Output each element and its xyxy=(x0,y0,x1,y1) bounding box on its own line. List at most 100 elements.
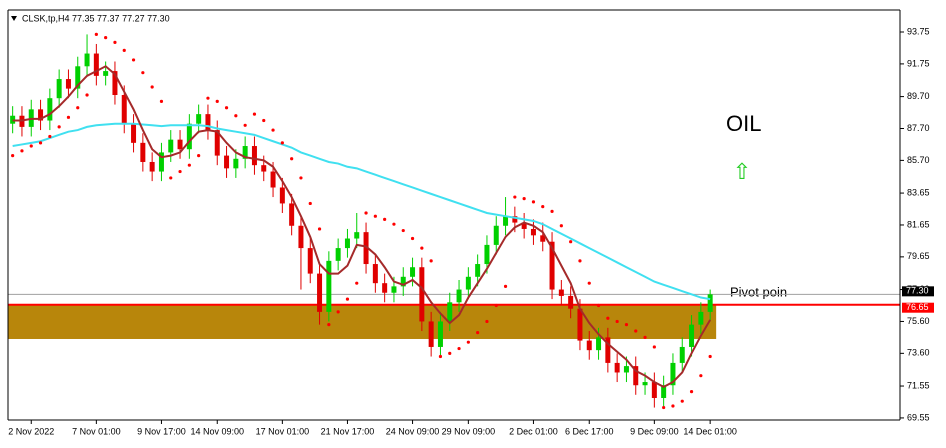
candle-body xyxy=(344,238,350,249)
candle-body xyxy=(326,260,332,312)
sar-dot xyxy=(66,115,71,119)
candle-body xyxy=(521,222,527,229)
sar-dot xyxy=(206,96,210,100)
candle-body xyxy=(540,235,546,242)
sar-dot xyxy=(420,246,424,250)
title-marker xyxy=(11,16,17,21)
sar-dot xyxy=(429,259,433,263)
candle-body xyxy=(586,340,592,351)
candle-body xyxy=(75,66,81,89)
candle-body xyxy=(670,362,676,386)
sar-dot xyxy=(76,106,80,110)
arrow: ⇧ xyxy=(733,159,751,184)
sar-dot xyxy=(131,58,136,62)
sar-dot xyxy=(531,200,536,204)
candle-body xyxy=(177,139,183,150)
price-box xyxy=(902,286,934,297)
candle-body xyxy=(614,362,620,373)
y-tick-label: 73.60 xyxy=(907,348,930,358)
sar-dot xyxy=(252,112,257,116)
y-tick-label: 79.65 xyxy=(907,251,930,261)
candle-body xyxy=(419,267,425,322)
sar-dot xyxy=(20,149,24,153)
candle-body xyxy=(93,53,99,76)
sar-dot xyxy=(699,374,703,378)
candle-body xyxy=(391,286,397,293)
y-tick-label: 91.75 xyxy=(907,58,930,68)
sar-dot xyxy=(290,157,294,161)
x-tick-label: 9 Dec 09:00 xyxy=(630,426,679,436)
candle-body xyxy=(530,228,536,236)
y-tick-label: 87.70 xyxy=(907,123,930,133)
candle-body xyxy=(261,165,267,172)
annotation: OIL xyxy=(726,111,761,136)
candle-body xyxy=(363,232,369,265)
sar-dot xyxy=(345,297,350,301)
y-tick-label: 75.60 xyxy=(907,316,930,326)
sar-dot xyxy=(624,323,629,327)
sar-dot xyxy=(615,319,619,324)
candle-body xyxy=(354,232,360,239)
candle-body xyxy=(307,248,313,274)
sar-dot xyxy=(271,128,275,132)
sar-dot xyxy=(234,114,238,118)
sar-dot xyxy=(671,404,675,408)
candle-body xyxy=(84,53,90,67)
candle-body xyxy=(38,109,44,121)
candle-body xyxy=(149,161,155,172)
sar-dot xyxy=(503,284,508,288)
candle-body xyxy=(214,130,220,156)
candle-body xyxy=(484,244,490,265)
sar-dot xyxy=(327,323,331,327)
candle-body xyxy=(103,71,109,76)
sar-dot xyxy=(197,153,201,158)
candle-body xyxy=(131,123,137,143)
sar-dot xyxy=(104,35,108,40)
candle-body xyxy=(512,216,518,223)
candle-body xyxy=(596,337,602,351)
candle-body xyxy=(651,382,657,398)
candle-body xyxy=(224,155,230,169)
candle-body xyxy=(437,321,443,347)
candle-body xyxy=(158,152,164,172)
x-tick-label: 14 Nov 09:00 xyxy=(190,426,244,436)
sar-dot xyxy=(57,125,61,129)
sar-dot xyxy=(373,214,377,218)
y-tick-label: 93.75 xyxy=(907,26,930,36)
candle-body xyxy=(549,241,555,290)
y-tick-label: 83.65 xyxy=(907,187,930,197)
sar-dot xyxy=(448,351,452,355)
sar-dot xyxy=(643,335,647,339)
sar-dot xyxy=(410,236,415,241)
candle-body xyxy=(568,295,574,309)
candle-body xyxy=(289,203,295,226)
candle-body xyxy=(558,289,564,296)
pivot-zone xyxy=(8,304,717,339)
price-box-label: 77.30 xyxy=(906,286,929,296)
sar-dot xyxy=(113,40,117,44)
sar-dot xyxy=(466,340,470,344)
candle-body xyxy=(65,79,71,89)
sar-dot xyxy=(308,201,312,206)
candle-body xyxy=(707,294,713,312)
candle-body xyxy=(605,337,611,363)
sar-dot xyxy=(513,195,517,199)
sar-dot xyxy=(587,281,591,285)
candle-body xyxy=(168,139,174,153)
candle-body xyxy=(56,79,62,99)
sar-dot xyxy=(224,106,229,110)
sar-dot xyxy=(569,240,573,244)
sar-dot xyxy=(522,197,526,201)
price-box-label: 76.65 xyxy=(906,302,929,312)
candle-body xyxy=(400,276,406,287)
sar-dot xyxy=(262,118,266,123)
sar-dot xyxy=(141,71,145,75)
x-tick-label: 6 Dec 17:00 xyxy=(565,426,614,436)
sar-dot xyxy=(596,303,601,308)
candle-body xyxy=(410,267,416,277)
sar-dot xyxy=(29,144,33,148)
candle-body xyxy=(233,158,239,169)
x-tick-label: 17 Nov 01:00 xyxy=(256,426,310,436)
sar-dot xyxy=(364,211,368,215)
candle-body xyxy=(623,366,629,373)
